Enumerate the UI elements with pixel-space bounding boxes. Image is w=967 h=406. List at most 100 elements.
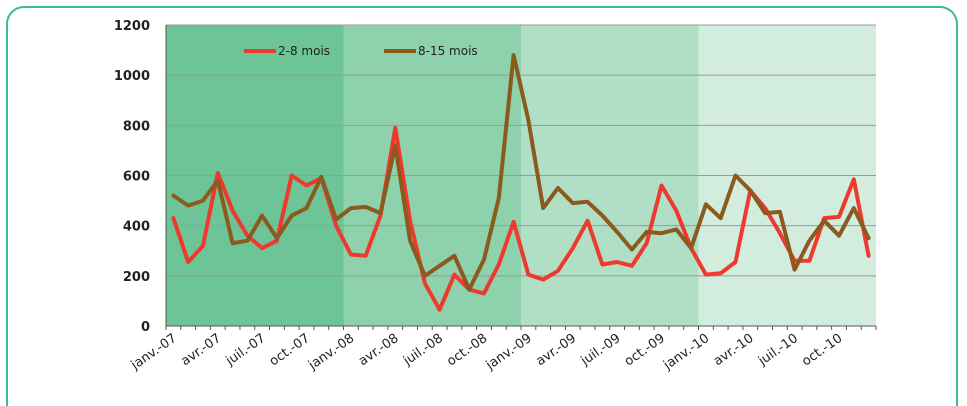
x-tick-label: oct.-09 <box>622 331 668 369</box>
data-point-1 <box>394 126 397 130</box>
data-point-1 <box>630 264 634 267</box>
data-point-2 <box>394 144 397 147</box>
data-point-1 <box>364 254 367 257</box>
data-point-2 <box>260 214 264 217</box>
data-point-2 <box>320 175 323 178</box>
data-point-1 <box>423 282 427 285</box>
data-point-2 <box>246 239 249 242</box>
x-tick-label: oct.-07 <box>267 331 313 369</box>
data-point-2 <box>216 179 219 182</box>
data-point-2 <box>379 211 382 215</box>
data-point-2 <box>364 205 367 209</box>
data-point-2 <box>778 210 782 214</box>
data-point-1 <box>704 273 708 276</box>
data-point-1 <box>512 220 515 224</box>
data-point-1 <box>482 292 486 295</box>
data-point-2 <box>645 230 648 234</box>
data-point-1 <box>823 216 826 220</box>
data-point-2 <box>482 258 486 261</box>
data-point-2 <box>231 242 234 245</box>
data-point-1 <box>260 247 264 250</box>
data-point-2 <box>630 248 634 251</box>
x-tick-label: juil.-08 <box>400 331 446 369</box>
data-point-1 <box>660 184 663 187</box>
x-tick-label: janv.-09 <box>483 331 535 374</box>
data-point-2 <box>571 201 574 205</box>
x-tick-label: janv.-07 <box>128 331 180 374</box>
y-tick-label-800: 800 <box>123 119 150 134</box>
data-point-2 <box>201 199 205 202</box>
series-line-2 <box>171 53 871 292</box>
data-point-1 <box>349 253 353 256</box>
data-point-2 <box>749 189 752 192</box>
x-tick-label: juil.-09 <box>578 331 624 369</box>
data-point-1 <box>719 272 722 275</box>
y-tick-label-1000: 1000 <box>114 69 150 84</box>
data-point-2 <box>689 247 693 250</box>
data-point-1 <box>231 209 234 212</box>
data-point-2 <box>349 206 353 210</box>
data-point-2 <box>763 211 767 215</box>
chart-frame: 0 200 400 600 800 1000 1200 janv.-07 avr.-07 juil… <box>6 6 958 406</box>
data-point-2 <box>719 216 722 220</box>
data-point-1 <box>379 214 382 217</box>
x-tick-label: avr.-09 <box>533 331 579 369</box>
data-point-2 <box>601 214 604 217</box>
x-tick-label: janv.-08 <box>305 331 357 374</box>
x-tick-label: janv.-10 <box>660 331 712 374</box>
data-point-1 <box>497 263 501 266</box>
x-tick-label: juil.-10 <box>755 331 801 369</box>
data-point-2 <box>675 228 678 231</box>
y-tick-label-0: 0 <box>141 320 150 335</box>
data-point-2 <box>334 218 338 221</box>
data-point-2 <box>852 206 856 210</box>
data-point-2 <box>468 288 471 291</box>
data-point-1 <box>586 219 589 222</box>
data-point-1 <box>808 259 811 262</box>
y-tick-label-200: 200 <box>123 270 150 285</box>
data-point-1 <box>601 263 604 266</box>
x-tick-label: juil.-07 <box>223 331 269 369</box>
data-point-1 <box>172 216 175 220</box>
data-point-2 <box>704 203 708 206</box>
data-point-1 <box>186 260 190 264</box>
x-tick-label: avr.-10 <box>711 331 757 369</box>
data-point-1 <box>675 209 678 212</box>
data-point-1 <box>571 247 574 250</box>
data-point-2 <box>837 234 841 237</box>
data-point-1 <box>408 219 412 222</box>
x-tick-label: avr.-08 <box>356 331 402 369</box>
data-point-2 <box>172 194 175 197</box>
data-point-2 <box>808 239 811 242</box>
data-point-2 <box>275 237 279 240</box>
data-point-1 <box>778 231 782 235</box>
data-point-2 <box>497 196 501 200</box>
data-point-1 <box>305 184 308 187</box>
data-point-2 <box>408 239 412 242</box>
data-point-2 <box>823 219 826 222</box>
data-point-1 <box>527 273 530 276</box>
data-point-1 <box>216 171 219 175</box>
data-point-2 <box>586 200 589 204</box>
data-point-2 <box>793 268 796 271</box>
data-point-1 <box>453 273 456 276</box>
x-tick-label: avr.-07 <box>178 331 224 369</box>
data-point-1 <box>556 269 560 273</box>
data-point-2 <box>453 254 456 257</box>
data-point-2 <box>423 274 427 278</box>
data-point-2 <box>615 230 619 234</box>
data-point-1 <box>645 242 648 245</box>
data-point-1 <box>290 174 293 177</box>
data-point-1 <box>615 260 619 264</box>
data-point-2 <box>305 206 308 210</box>
data-point-1 <box>734 260 737 264</box>
data-point-2 <box>541 206 545 210</box>
data-point-2 <box>438 264 441 267</box>
data-point-1 <box>867 254 870 257</box>
data-point-2 <box>290 214 293 217</box>
data-point-1 <box>541 278 545 281</box>
data-point-2 <box>660 231 663 235</box>
x-tick-label: oct.-10 <box>799 331 845 369</box>
x-tick-label: oct.-08 <box>444 331 490 369</box>
